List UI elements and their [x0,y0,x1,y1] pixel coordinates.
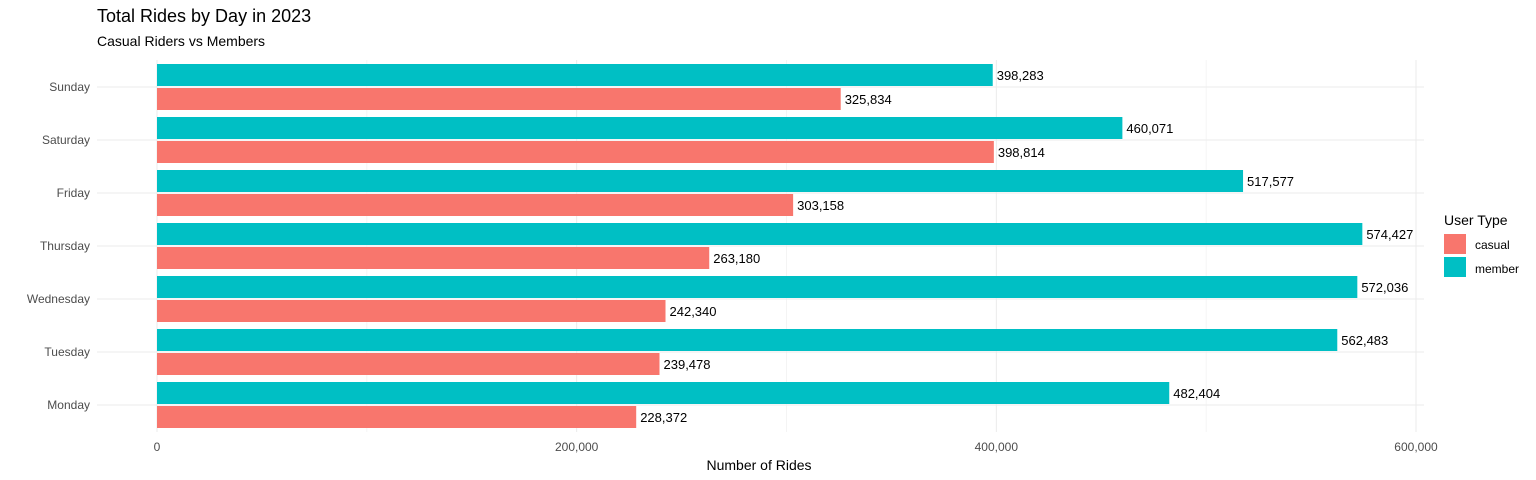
bar-casual-friday [157,194,794,216]
y-tick-label: Thursday [40,239,90,253]
legend-swatch-casual [1444,234,1466,254]
bar-value-label: 517,577 [1247,174,1294,189]
y-axis-tick-labels: Monday Tuesday Wednesday Thursday Friday Satu… [27,80,90,412]
x-axis-title: Number of Rides [706,457,811,473]
bar-member-thursday [157,223,1363,245]
bar-member-tuesday [157,329,1338,351]
bar-casual-sunday [157,88,841,110]
bar-member-monday [157,382,1170,404]
legend-swatch-member [1444,257,1466,277]
bar-value-label: 228,372 [640,410,687,425]
legend: User Type casual member [1444,212,1519,277]
y-tick-label: Tuesday [44,345,90,359]
x-tick-label: 200,000 [555,440,599,454]
legend-title: User Type [1444,212,1508,228]
y-tick-label: Monday [47,398,90,412]
bar-value-label: 263,180 [713,251,760,266]
y-tick-label: Saturday [42,133,90,147]
bar-casual-wednesday [157,300,666,322]
x-tick-label: 0 [154,440,161,454]
bar-casual-tuesday [157,353,660,375]
bar-value-label: 325,834 [845,92,892,107]
bar-member-saturday [157,117,1123,139]
bar-value-label: 242,340 [670,304,717,319]
bar-value-label: 562,483 [1341,333,1388,348]
bar-value-label: 398,814 [998,145,1045,160]
y-tick-label: Sunday [49,80,90,94]
bar-member-wednesday [157,276,1358,298]
bar-casual-thursday [157,247,710,269]
chart-title: Total Rides by Day in 2023 [97,6,311,26]
y-tick-label: Wednesday [27,292,90,306]
legend-label-casual: casual [1475,238,1510,252]
bar-casual-saturday [157,141,994,163]
grid-lines [97,60,1424,432]
bar-value-label: 398,283 [997,68,1044,83]
bar-member-friday [157,170,1244,192]
chart-subtitle: Casual Riders vs Members [97,33,265,49]
bar-value-label: 482,404 [1173,386,1220,401]
x-tick-label: 600,000 [1394,440,1438,454]
bar-member-sunday [157,64,993,86]
x-tick-label: 400,000 [975,440,1019,454]
bar-value-label: 239,478 [664,357,711,372]
bar-value-label: 572,036 [1361,280,1408,295]
legend-label-member: member [1475,262,1519,276]
x-axis-tick-labels: 0 200,000 400,000 600,000 [154,440,1438,454]
bars [157,64,1363,428]
y-tick-label: Friday [57,186,90,200]
bar-casual-monday [157,406,637,428]
bar-value-label: 460,071 [1126,121,1173,136]
bar-value-label: 303,158 [797,198,844,213]
bar-value-label: 574,427 [1366,227,1413,242]
bar-labels: 228,372 482,404 239,478 562,483 242,340 572,0… [640,68,1413,425]
